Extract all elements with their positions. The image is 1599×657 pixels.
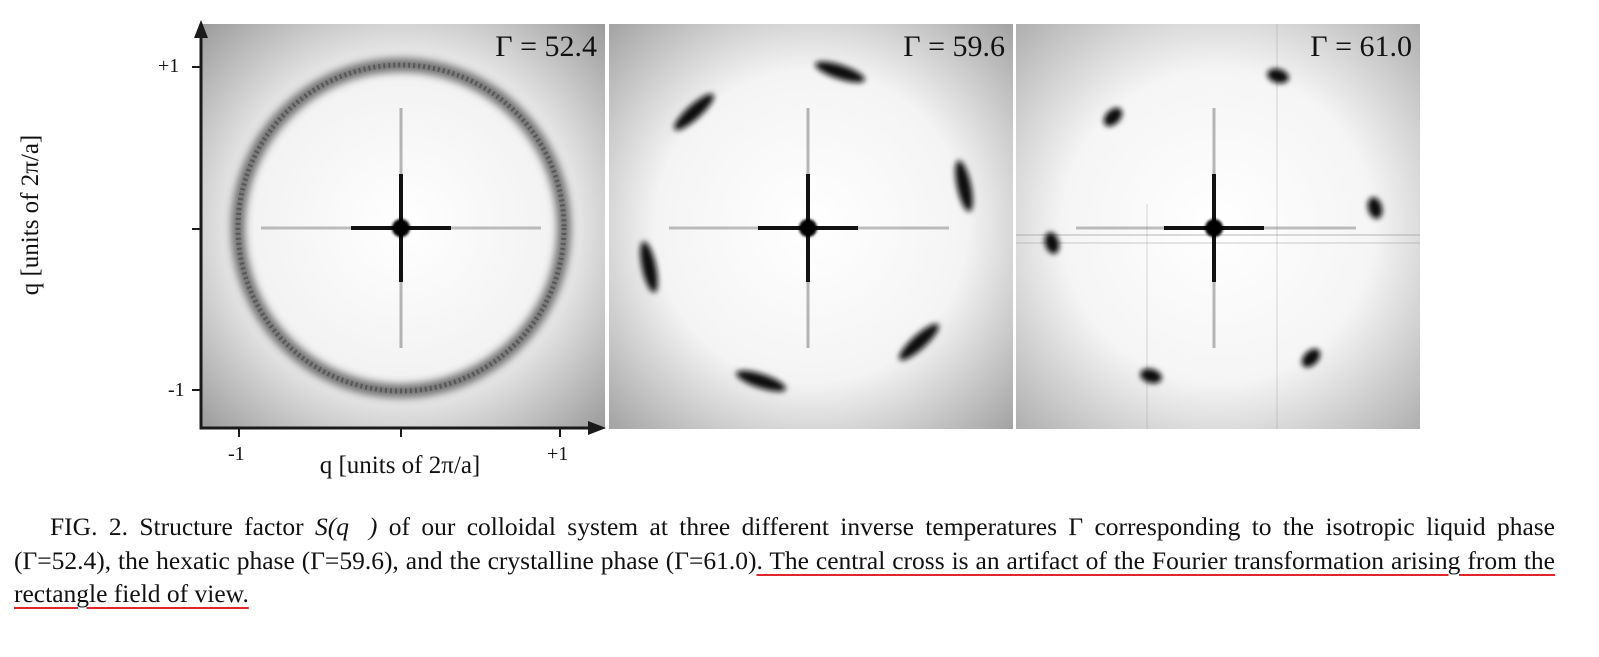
gamma-label-3: Γ = 61.0	[1310, 30, 1412, 63]
y-tick-label-plus1: +1	[158, 55, 180, 77]
structure-factor-panel-hexatic: Γ = 59.6	[609, 24, 1013, 429]
structure-factor-panel-liquid: Γ = 52.4	[201, 24, 605, 429]
x-tick-label-minus1: -1	[228, 443, 245, 465]
crystal-spots	[1044, 68, 1383, 384]
gamma-label-2: Γ = 59.6	[903, 30, 1005, 63]
six-arc-pattern	[609, 24, 1013, 429]
axes	[192, 20, 606, 437]
figure: Γ = 52.4	[17, 20, 1420, 479]
central-cross	[1076, 108, 1356, 348]
structure-factor-panel-crystal: Γ = 61.0	[1016, 24, 1420, 429]
gamma-label-1: Γ = 52.4	[495, 30, 597, 63]
figure-caption: FIG. 2. Structure factor S(q⃗) of our co…	[14, 510, 1555, 611]
x-tick-label-plus1: +1	[547, 443, 569, 465]
y-axis-title: q [units of 2π/a]	[17, 134, 44, 296]
hexatic-arcs	[640, 61, 973, 392]
six-spot-pattern	[1016, 24, 1420, 429]
caption-symbol: S(q⃗)	[315, 512, 378, 541]
caption-lead: FIG. 2. Structure factor	[50, 512, 316, 541]
y-axis-arrowhead	[194, 20, 208, 38]
central-cross	[261, 108, 541, 348]
ring-pattern	[201, 24, 605, 429]
y-tick-label-minus1: -1	[168, 379, 185, 401]
x-axis-title: q [units of 2π/a]	[319, 452, 481, 479]
x-axis-arrowhead	[588, 421, 606, 435]
caption-underlined-sentence: . The central cross is an artifact of th…	[14, 545, 1556, 609]
central-cross	[669, 108, 949, 348]
caption-body: of our colloidal system at three differe…	[14, 512, 1556, 575]
